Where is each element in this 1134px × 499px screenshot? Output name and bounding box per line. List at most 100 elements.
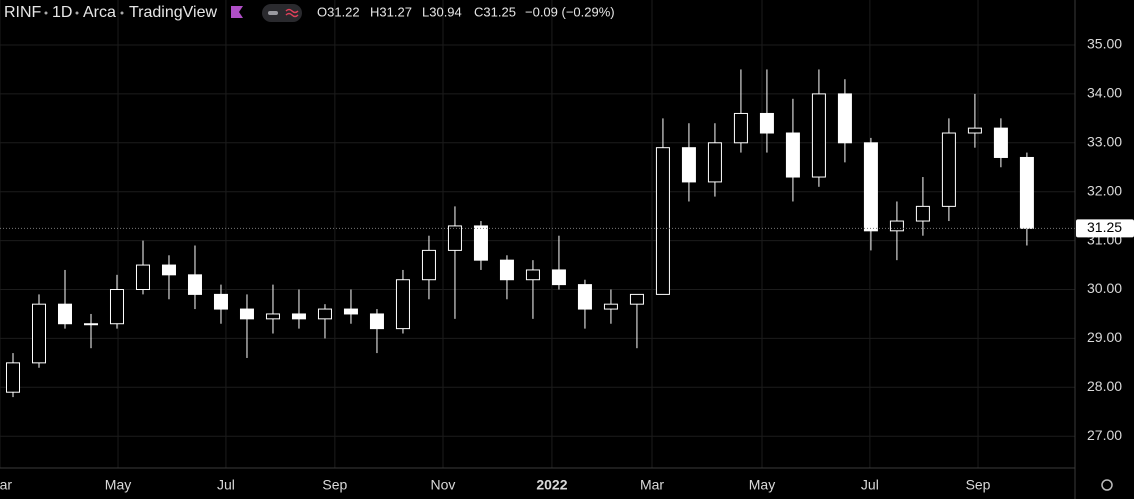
candle-body xyxy=(655,147,670,295)
candle-body xyxy=(733,112,748,144)
candle-body xyxy=(603,303,618,310)
ohlc-low: L30.94 xyxy=(422,4,462,19)
ohlc-open: O31.22 xyxy=(317,4,360,19)
x-tick-label: Jul xyxy=(861,477,879,493)
y-tick-label: 33.00 xyxy=(1087,133,1122,149)
candle-body xyxy=(785,132,800,178)
candle-body xyxy=(889,220,904,232)
candle xyxy=(109,274,124,329)
indicator-pill[interactable] xyxy=(262,4,302,22)
candle xyxy=(31,294,46,368)
candle-body xyxy=(135,264,150,291)
candle-body xyxy=(837,93,852,144)
ohlc-change: −0.09 (−0.29%) xyxy=(525,4,615,19)
candle xyxy=(863,137,878,251)
candle xyxy=(603,289,618,324)
candle xyxy=(187,245,202,310)
x-tick-label: Mar xyxy=(0,477,12,493)
candle xyxy=(577,279,592,329)
separator xyxy=(44,11,48,15)
candle-body xyxy=(759,112,774,134)
candle-body xyxy=(161,264,176,276)
candle-body xyxy=(915,205,930,222)
candle xyxy=(837,79,852,163)
candle-body xyxy=(1019,156,1034,229)
candle-body xyxy=(31,303,46,364)
candle-body xyxy=(109,289,124,325)
exchange: Arca xyxy=(83,4,116,21)
candle xyxy=(369,309,384,354)
flag-icon[interactable] xyxy=(231,6,243,18)
x-tick-label: Sep xyxy=(966,477,991,493)
candle xyxy=(967,93,982,148)
pill-icon xyxy=(285,8,299,18)
separator xyxy=(120,11,124,15)
candle xyxy=(239,294,254,358)
candle xyxy=(811,69,826,187)
ohlc-high: H31.27 xyxy=(370,4,412,19)
candle-body xyxy=(395,279,410,330)
candle-body xyxy=(291,313,306,320)
candle-body xyxy=(343,308,358,315)
candle xyxy=(499,255,514,300)
pill-icon xyxy=(268,11,278,15)
candle-body xyxy=(5,362,20,393)
candle-body xyxy=(265,313,280,320)
candle-body xyxy=(525,269,540,281)
candle-body xyxy=(707,142,722,183)
candle xyxy=(343,289,358,324)
candle-body xyxy=(577,284,592,310)
candle xyxy=(915,177,930,236)
candle-body xyxy=(473,225,488,261)
candle-body xyxy=(57,303,72,325)
candle-body xyxy=(993,127,1008,158)
candle xyxy=(1019,152,1034,246)
candle-body xyxy=(941,132,956,207)
candle-body xyxy=(369,313,384,330)
separator xyxy=(75,11,79,15)
x-tick-label: 2022 xyxy=(536,477,567,493)
x-tick-label: Mar xyxy=(640,477,664,493)
candle-body xyxy=(967,127,982,134)
candle-body xyxy=(213,293,228,310)
candle xyxy=(447,206,462,319)
candle xyxy=(265,284,280,334)
last-price-label: 31.25 xyxy=(1087,219,1122,235)
candles xyxy=(5,69,1034,398)
ohlc-close: C31.25 xyxy=(474,4,516,19)
x-tick-label: Sep xyxy=(322,477,347,493)
candle xyxy=(57,269,72,329)
candle xyxy=(421,235,436,300)
candle-body xyxy=(811,93,826,178)
candle xyxy=(889,201,904,261)
candle xyxy=(83,313,98,349)
interval: 1D xyxy=(52,4,72,21)
candle xyxy=(993,118,1008,168)
candle xyxy=(161,255,176,300)
x-tick-label: Nov xyxy=(431,477,456,493)
candle-body xyxy=(551,269,566,286)
candle xyxy=(681,123,696,202)
candle xyxy=(5,353,20,398)
candle-body xyxy=(317,308,332,320)
legend-header: RINF 1D Arca TradingView O31.22 H31.27 L… xyxy=(4,4,615,22)
candle-body xyxy=(681,147,696,183)
grid xyxy=(0,0,1075,468)
candle xyxy=(551,235,566,290)
x-tick-label: Jul xyxy=(217,477,235,493)
candle xyxy=(629,293,644,349)
candle-body xyxy=(499,259,514,281)
candle xyxy=(655,118,670,295)
y-tick-label: 29.00 xyxy=(1087,329,1122,345)
candle xyxy=(733,69,748,153)
candle xyxy=(317,304,332,339)
gear[interactable] xyxy=(1101,479,1113,491)
source: TradingView xyxy=(129,4,217,21)
x-tick-label: May xyxy=(749,477,775,493)
settings-icon[interactable] xyxy=(1101,479,1113,491)
candle-body xyxy=(863,142,878,232)
y-tick-label: 35.00 xyxy=(1087,36,1122,52)
x-tick-label: May xyxy=(105,477,131,493)
candle xyxy=(941,118,956,222)
